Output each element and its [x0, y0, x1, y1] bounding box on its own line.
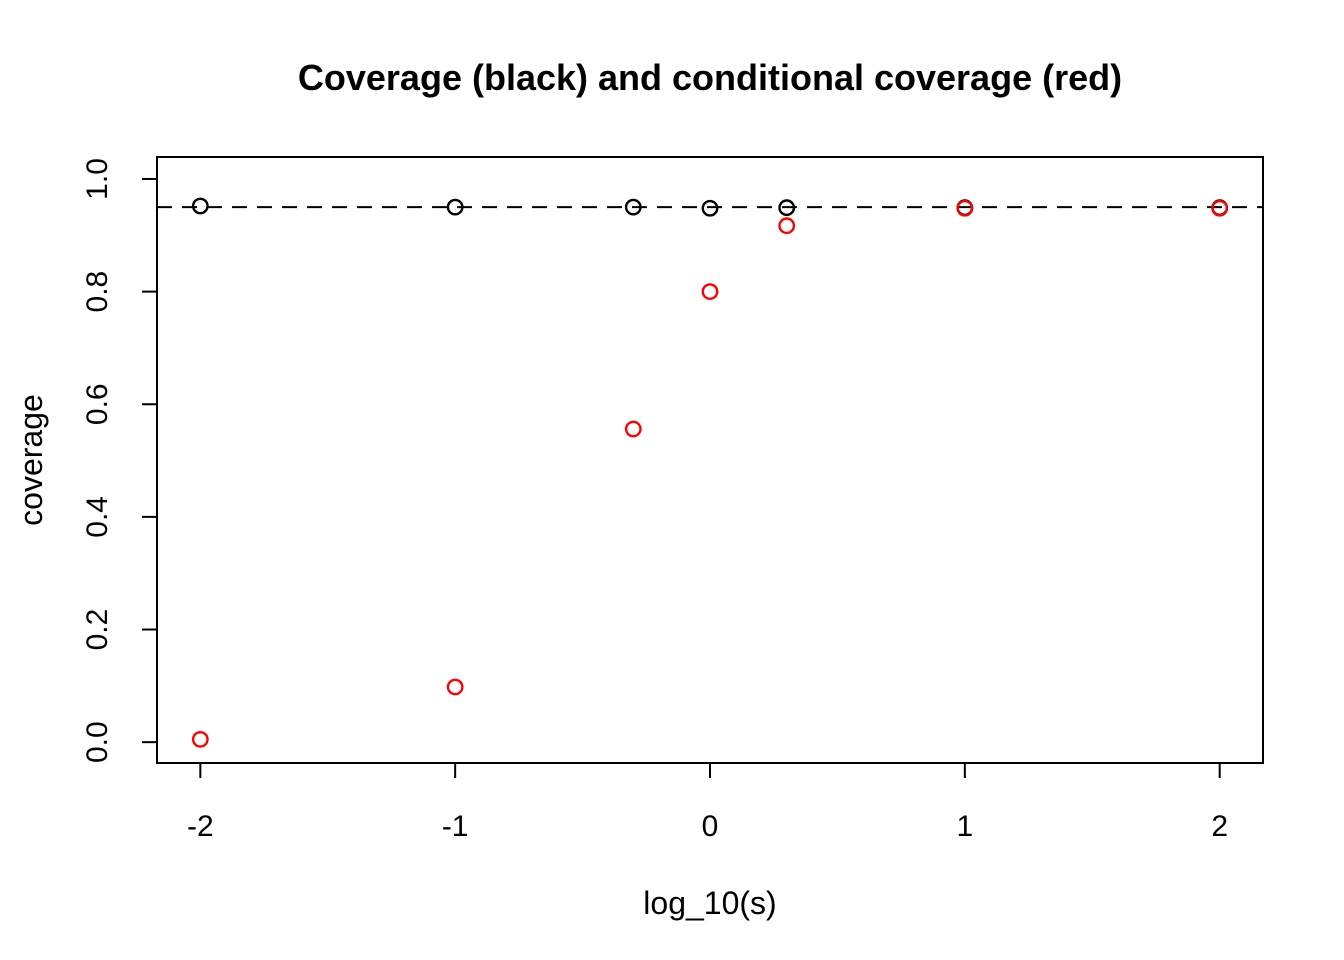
data-point-conditional-coverage — [446, 678, 464, 696]
y-axis-tick-label: 0.6 — [81, 383, 114, 425]
data-point-conditional-coverage — [778, 217, 796, 235]
plot-title: Coverage (black) and conditional coverag… — [298, 57, 1122, 98]
x-axis-tick-label: 1 — [956, 810, 973, 843]
y-axis-label: coverage — [13, 394, 49, 526]
x-axis-tick-label: -1 — [442, 810, 469, 843]
data-point-coverage — [624, 198, 642, 216]
y-axis-tick-label: 1.0 — [81, 158, 114, 200]
data-point-coverage — [191, 197, 209, 215]
data-point-conditional-coverage — [701, 283, 719, 301]
y-axis-tick-label: 0.2 — [81, 609, 114, 651]
y-axis-tick-label: 0.4 — [81, 496, 114, 538]
data-point-coverage — [701, 199, 719, 217]
plot-area: -2 -1 0 1 2 0.0 0.2 0.4 0.6 0.8 1.0 — [81, 156, 1264, 843]
plot-border — [156, 156, 1264, 764]
x-axis-tick-label: -2 — [187, 810, 214, 843]
y-axis-tick-label: 0.8 — [81, 271, 114, 313]
data-point-conditional-coverage — [191, 730, 209, 748]
x-axis-label: log_10(s) — [643, 885, 776, 921]
data-point-conditional-coverage — [1211, 199, 1229, 217]
y-axis-tick-label: 0.0 — [81, 721, 114, 763]
data-point-conditional-coverage — [956, 199, 974, 217]
x-axis-tick-label: 2 — [1211, 810, 1228, 843]
data-point-coverage — [446, 198, 464, 216]
data-point-conditional-coverage — [624, 420, 642, 438]
x-axis-tick-label: 0 — [702, 810, 719, 843]
data-point-coverage — [778, 199, 796, 217]
